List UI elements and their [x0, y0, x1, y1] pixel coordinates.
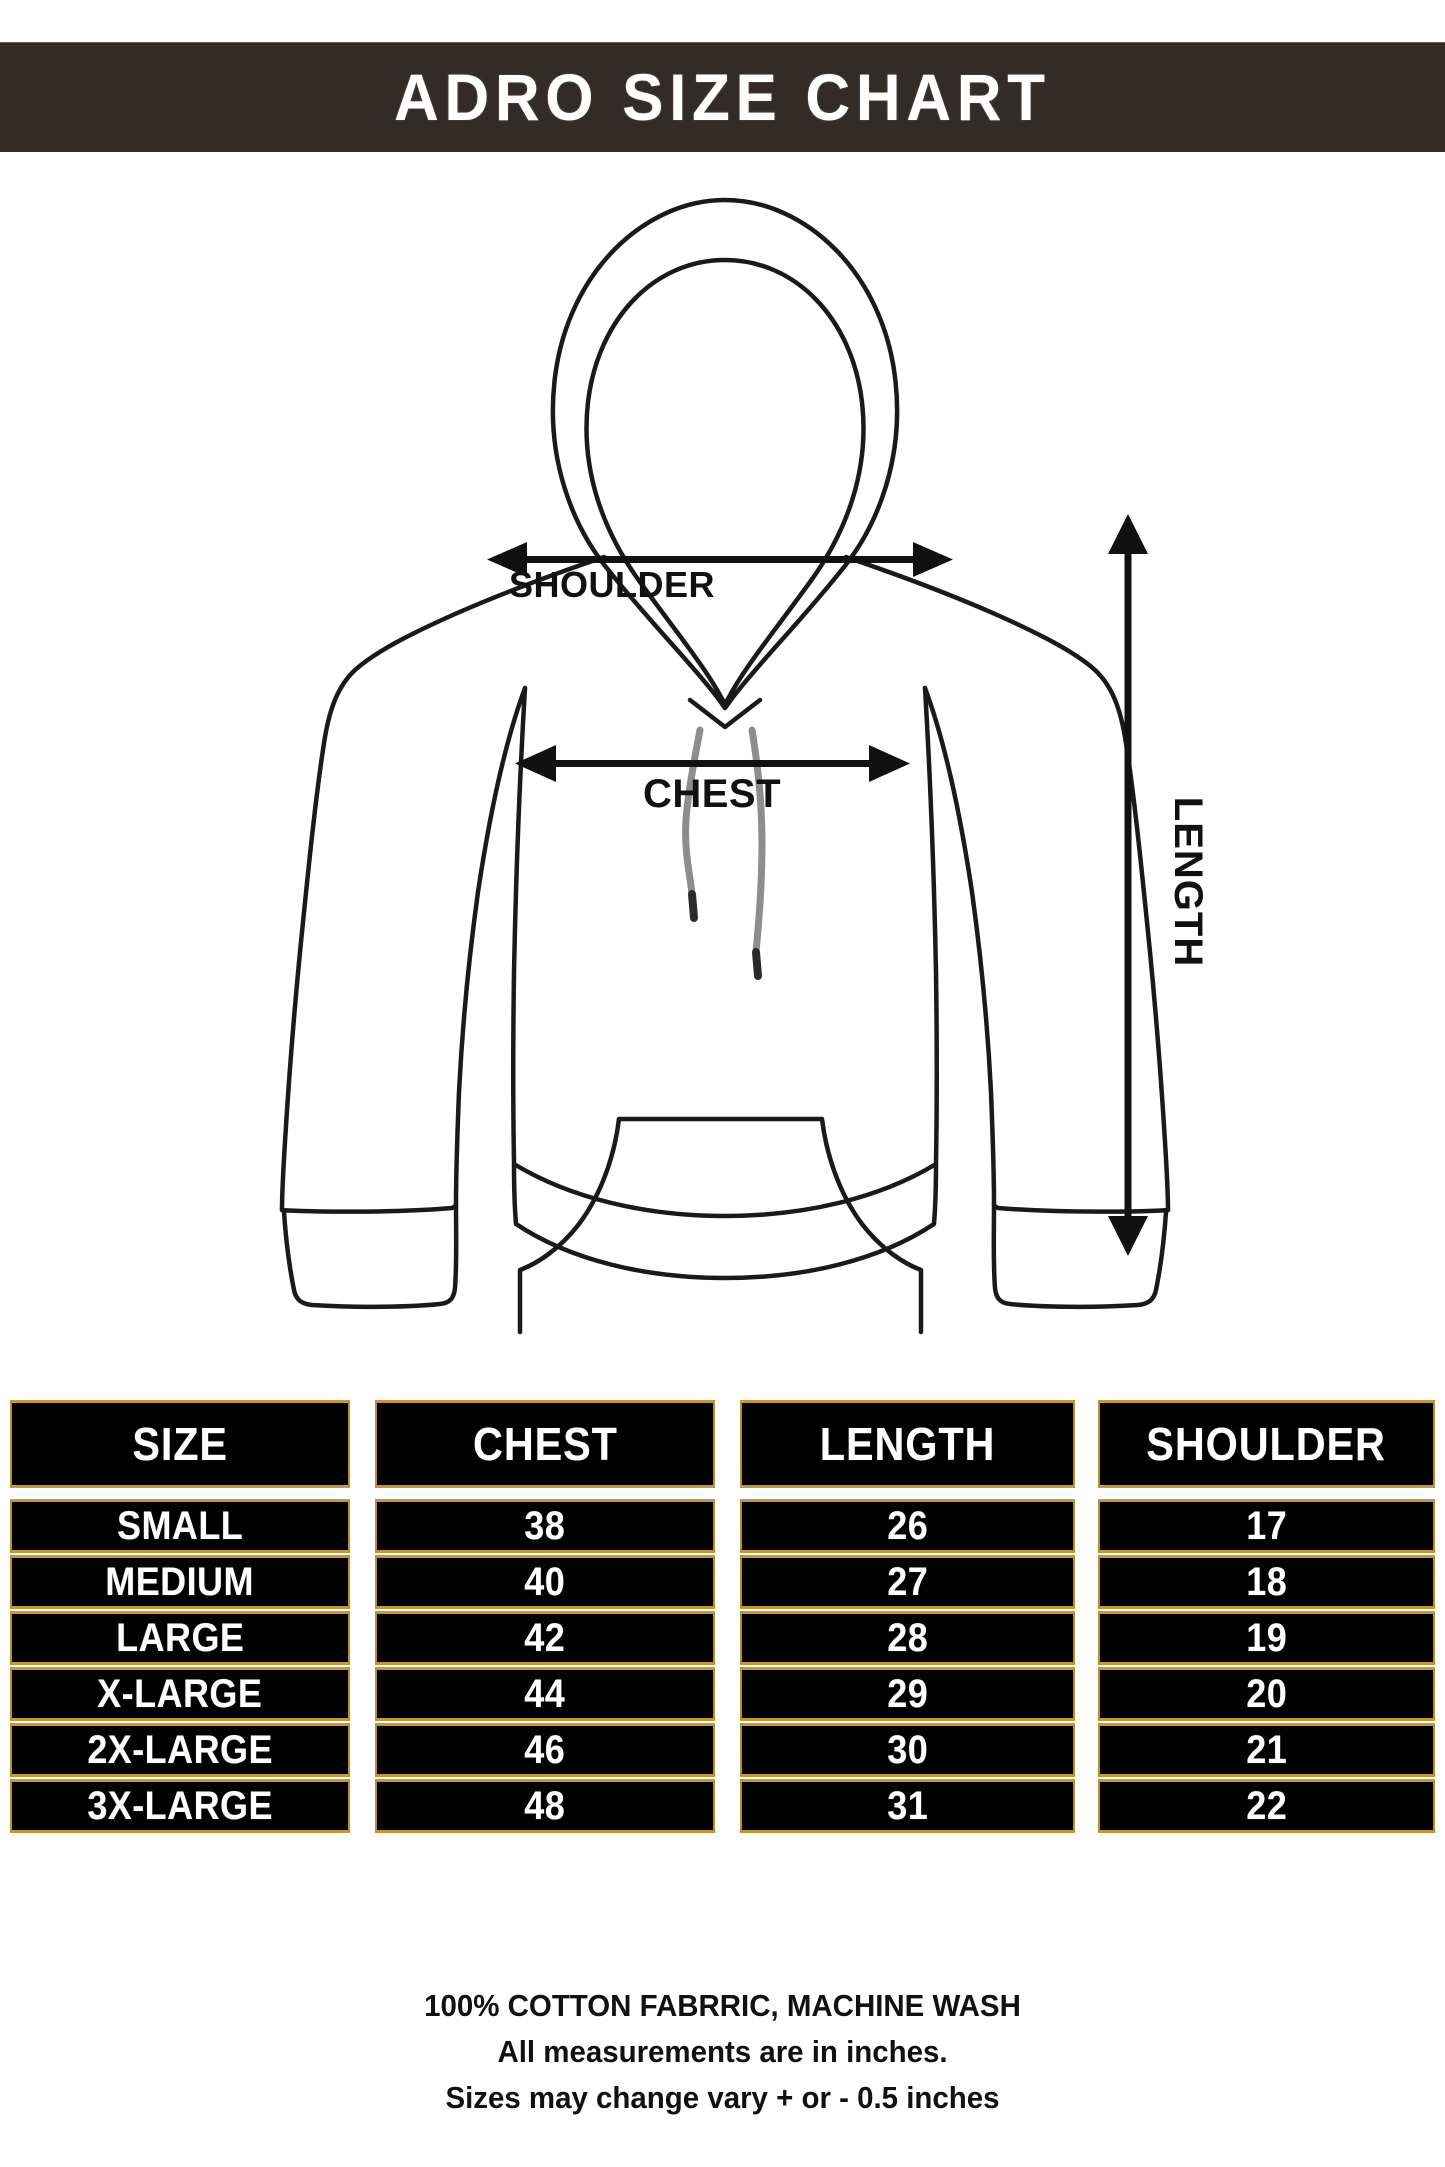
cell-shoulder-value: 22 — [1246, 1784, 1287, 1828]
cell-chest-value: 48 — [524, 1784, 566, 1828]
cell-chest-value: 38 — [524, 1504, 566, 1548]
table-row: MEDIUM 40 27 18 — [0, 1555, 1445, 1609]
cell-shoulder: 20 — [1098, 1667, 1435, 1721]
cell-length: 27 — [740, 1555, 1075, 1609]
cell-length-value: 28 — [887, 1616, 928, 1660]
drawstring-right-tip — [752, 948, 762, 980]
table-row: 3X-LARGE 48 31 22 — [0, 1779, 1445, 1833]
size-table: SIZE CHEST LENGTH SHOULDER SMALL 38 26 1… — [0, 1400, 1445, 1833]
cell-chest: 42 — [375, 1611, 715, 1665]
table-row: 2X-LARGE 46 30 21 — [0, 1723, 1445, 1777]
table-row: LARGE 42 28 19 — [0, 1611, 1445, 1665]
right-body-sleeve-outline — [843, 554, 1171, 1213]
cell-size-value: LARGE — [115, 1616, 245, 1660]
cell-shoulder-value: 17 — [1246, 1504, 1287, 1548]
hem-band-top — [511, 1161, 939, 1219]
footer-note-tolerance: Sizes may change vary + or - 0.5 inches — [445, 2080, 1000, 2115]
header-banner: ADRO SIZE CHART — [0, 42, 1445, 152]
hood-inner-shape — [584, 257, 866, 707]
chest-label: CHEST — [643, 772, 781, 816]
cell-chest-value: 46 — [524, 1728, 566, 1772]
cell-size-value: SMALL — [116, 1504, 244, 1548]
cell-size: 3X-LARGE — [10, 1779, 350, 1833]
cell-size: 2X-LARGE — [10, 1723, 350, 1777]
cell-length-value: 31 — [887, 1784, 928, 1828]
cell-chest-value: 42 — [524, 1616, 566, 1660]
column-header-size: SIZE — [10, 1400, 350, 1488]
cell-shoulder: 21 — [1098, 1723, 1435, 1777]
cell-chest-value: 44 — [524, 1672, 566, 1716]
cell-shoulder: 18 — [1098, 1555, 1435, 1609]
shoulder-label: SHOULDER — [509, 564, 715, 605]
cell-length: 28 — [740, 1611, 1075, 1665]
cell-length: 31 — [740, 1779, 1075, 1833]
left-cuff-band — [281, 1202, 459, 1310]
cell-size-value: X-LARGE — [97, 1672, 263, 1716]
cell-length-value: 27 — [887, 1560, 928, 1604]
cell-chest: 40 — [375, 1555, 715, 1609]
chest-measure-arrow — [515, 745, 910, 782]
right-cuff-band — [991, 1202, 1169, 1310]
cell-shoulder-value: 21 — [1246, 1728, 1287, 1772]
cell-shoulder: 17 — [1098, 1499, 1435, 1553]
cell-length: 26 — [740, 1499, 1075, 1553]
page-title: ADRO SIZE CHART — [394, 60, 1051, 134]
column-header-shoulder: SHOULDER — [1098, 1400, 1435, 1488]
cell-size-value: 3X-LARGE — [87, 1784, 273, 1828]
body-right-side — [922, 685, 939, 1165]
table-row: SMALL 38 26 17 — [0, 1499, 1445, 1553]
length-label: LENGTH — [1166, 797, 1210, 967]
cell-length-value: 26 — [887, 1504, 928, 1548]
cell-shoulder: 19 — [1098, 1611, 1435, 1665]
hoodie-illustration: SHOULDER CHEST LENGTH — [0, 152, 1445, 1382]
right-sleeve-inner-seam — [922, 685, 997, 1207]
cell-shoulder-value: 18 — [1246, 1560, 1287, 1604]
shoulder-measure-arrow — [487, 542, 953, 577]
length-measure-arrow — [1108, 514, 1148, 1256]
cell-size: LARGE — [10, 1611, 350, 1665]
column-header-size-label: SIZE — [132, 1418, 228, 1470]
left-sleeve-inner-seam — [453, 685, 528, 1207]
cell-shoulder: 22 — [1098, 1779, 1435, 1833]
cell-size-value: 2X-LARGE — [87, 1728, 273, 1772]
cell-chest: 44 — [375, 1667, 715, 1721]
kangaroo-pocket-left — [517, 1116, 622, 1335]
body-left-side — [511, 685, 528, 1165]
cell-size-value: MEDIUM — [105, 1560, 255, 1604]
drawstring-left — [682, 726, 704, 898]
column-header-length-label: LENGTH — [819, 1418, 996, 1470]
left-body-sleeve-outline — [279, 554, 607, 1213]
cell-chest-value: 40 — [524, 1560, 566, 1604]
column-header-chest-label: CHEST — [472, 1418, 618, 1470]
cell-chest: 38 — [375, 1499, 715, 1553]
cell-size: X-LARGE — [10, 1667, 350, 1721]
cell-length: 29 — [740, 1667, 1075, 1721]
cell-chest: 48 — [375, 1779, 715, 1833]
column-header-chest: CHEST — [375, 1400, 715, 1488]
neckline — [687, 697, 763, 730]
cell-size: MEDIUM — [10, 1555, 350, 1609]
cell-chest: 46 — [375, 1723, 715, 1777]
cell-shoulder-value: 19 — [1246, 1616, 1287, 1660]
table-row: X-LARGE 44 29 20 — [0, 1667, 1445, 1721]
footer-note-fabric: 100% COTTON FABRRIC, MACHINE WASH — [424, 1988, 1021, 2023]
cell-length-value: 29 — [887, 1672, 928, 1716]
kangaroo-pocket — [616, 1116, 924, 1335]
footer-notes: 100% COTTON FABRRIC, MACHINE WASH All me… — [0, 1983, 1445, 2121]
table-header-row: SIZE CHEST LENGTH SHOULDER — [0, 1400, 1445, 1488]
cell-shoulder-value: 20 — [1246, 1672, 1287, 1716]
cell-size: SMALL — [10, 1499, 350, 1553]
right-cuff — [991, 1201, 1171, 1214]
column-header-shoulder-label: SHOULDER — [1146, 1418, 1387, 1470]
column-header-length: LENGTH — [740, 1400, 1075, 1488]
left-cuff — [279, 1201, 459, 1214]
hem-band-bottom — [511, 1161, 939, 1281]
cell-length-value: 30 — [887, 1728, 928, 1772]
drawstring-left-tip — [688, 890, 698, 922]
cell-length: 30 — [740, 1723, 1075, 1777]
hood-outer-shape — [550, 197, 900, 711]
footer-note-units: All measurements are in inches. — [497, 2034, 948, 2069]
